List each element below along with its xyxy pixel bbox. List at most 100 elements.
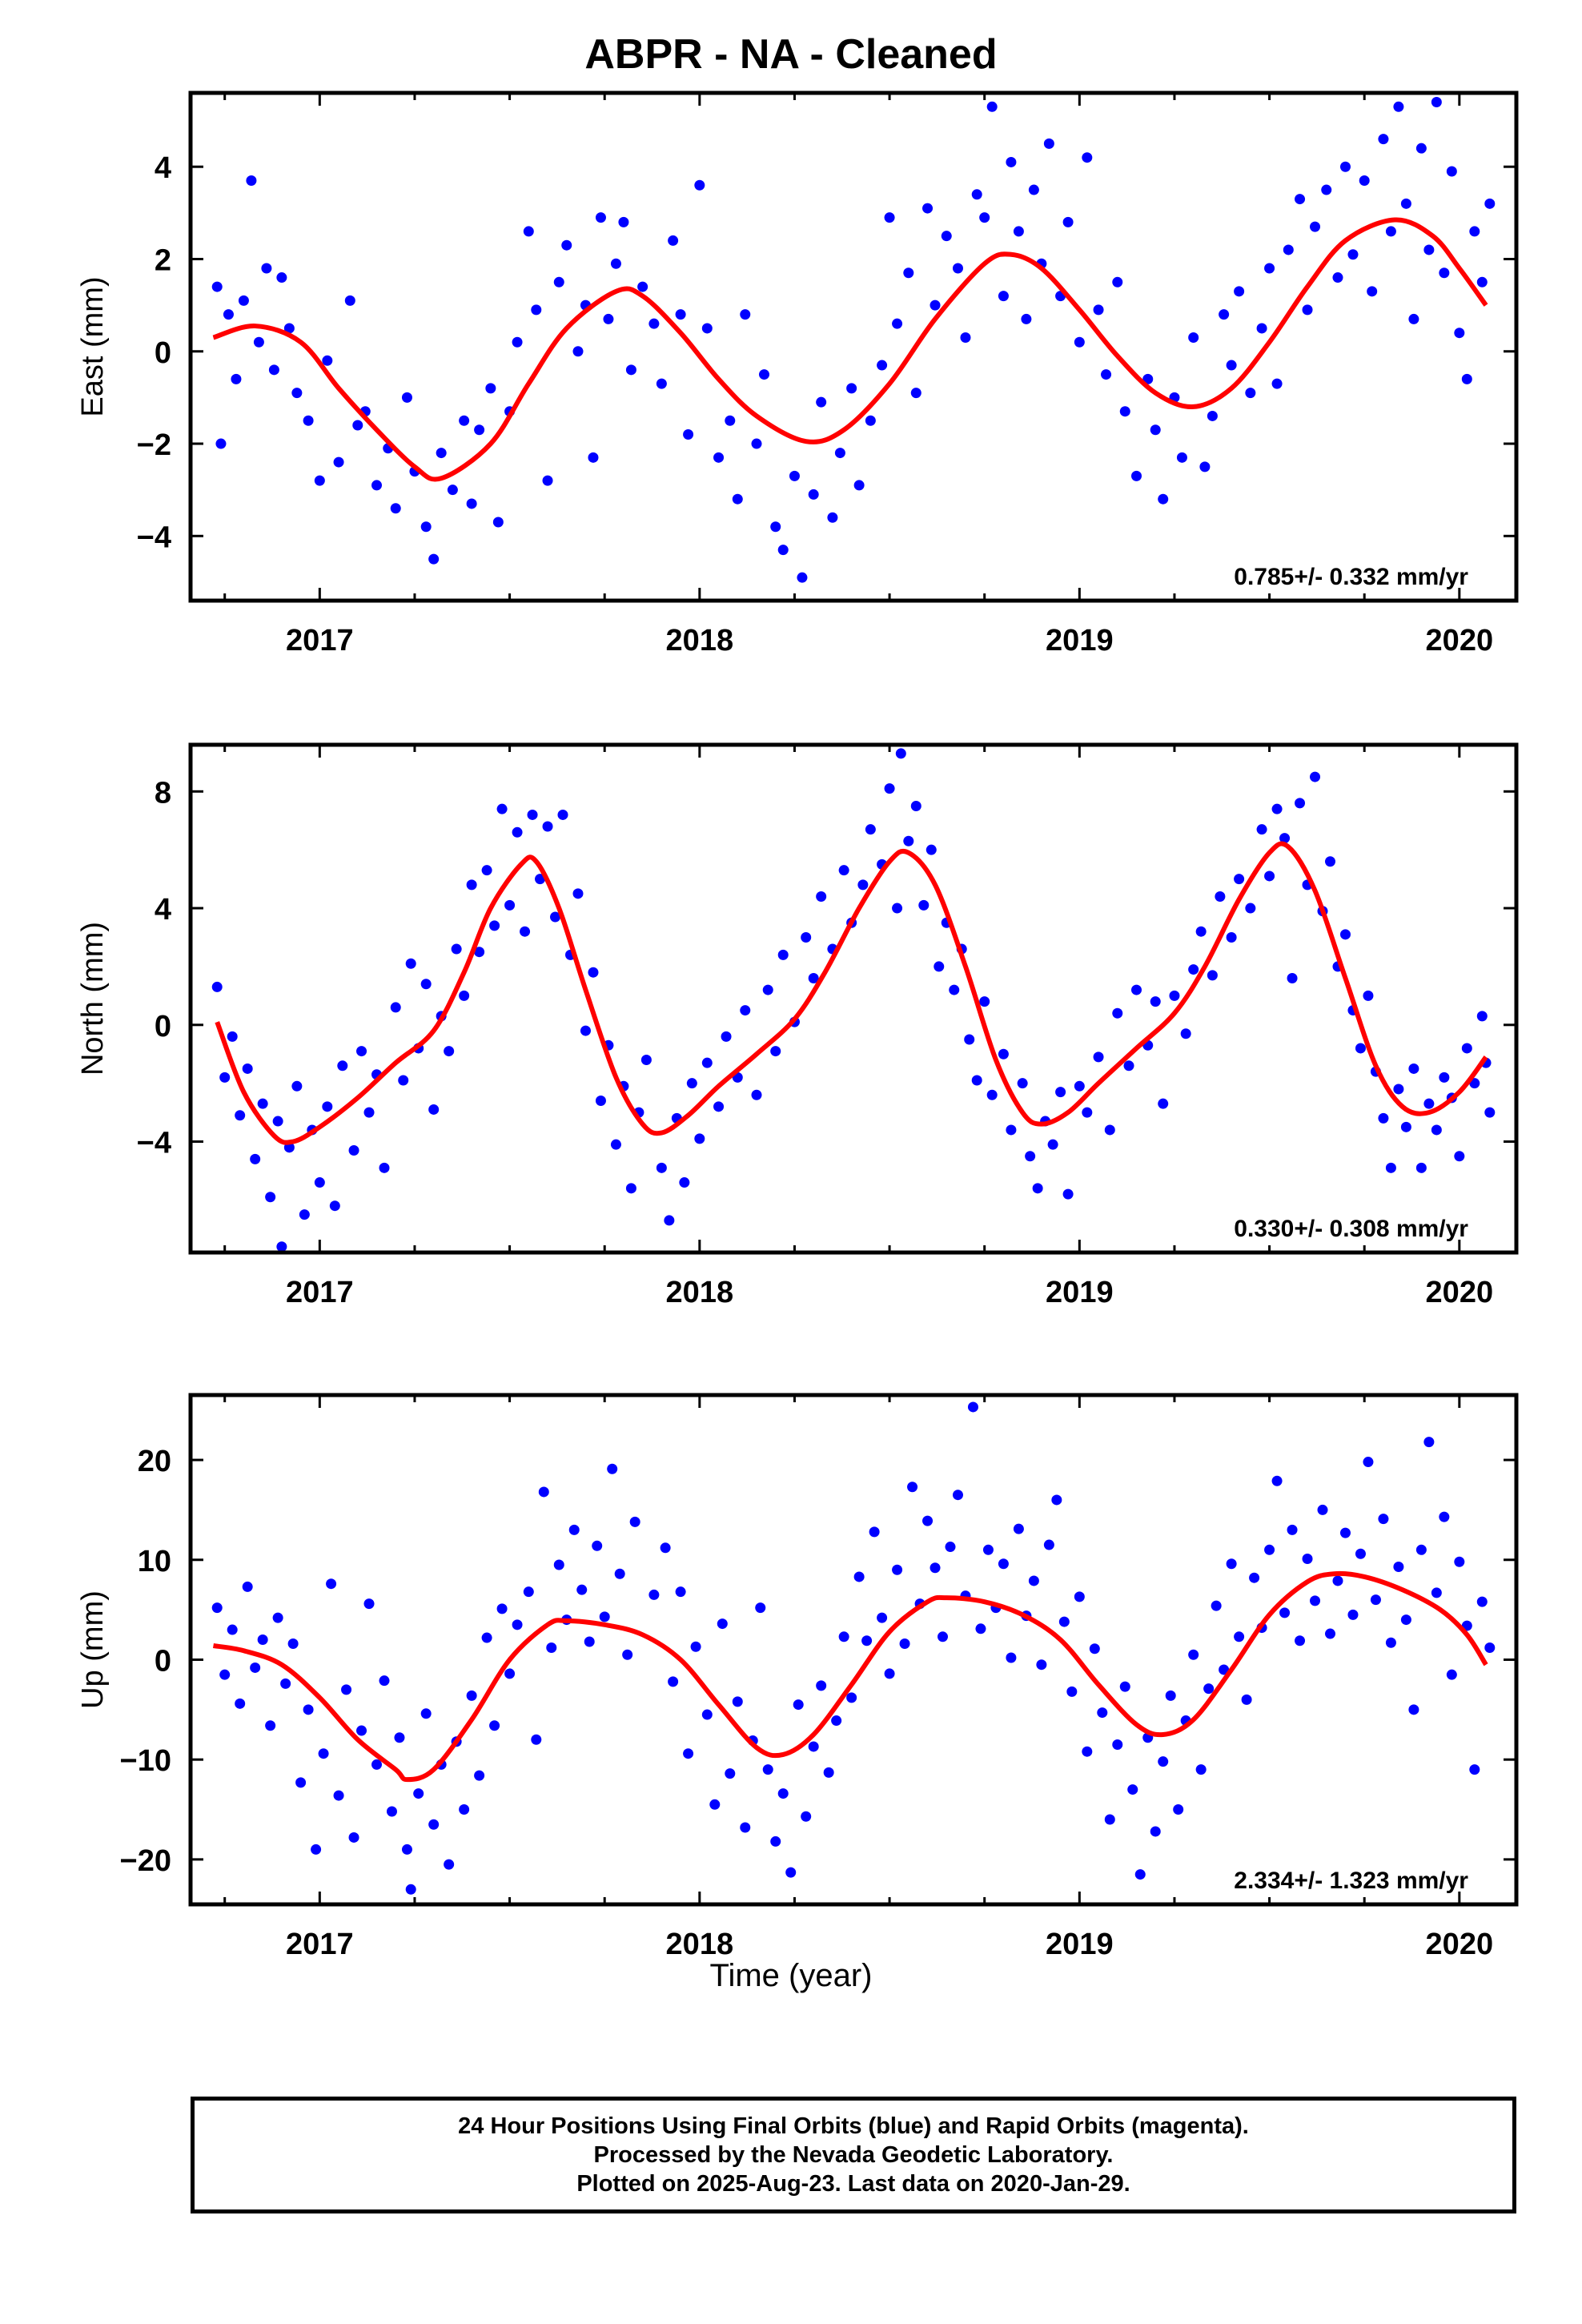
north-y-tick-label: −4	[137, 1127, 171, 1160]
up-data-point	[709, 1799, 721, 1810]
east-y-tick-label: −2	[137, 428, 171, 462]
north-data-point	[398, 1075, 409, 1086]
footer-caption-box: 24 Hour Positions Using Final Orbits (bl…	[191, 2097, 1516, 2213]
east-data-point	[930, 300, 941, 311]
north-data-point	[1047, 1139, 1058, 1150]
north-data-point	[884, 783, 895, 794]
up-data-point	[1324, 1628, 1335, 1639]
north-data-point	[664, 1215, 675, 1226]
north-data-point	[640, 1055, 652, 1066]
up-data-point	[732, 1696, 743, 1707]
east-data-point	[595, 212, 606, 223]
up-data-point	[1431, 1587, 1442, 1598]
up-data-point	[930, 1562, 941, 1574]
up-data-point	[607, 1463, 618, 1474]
up-data-point	[1476, 1596, 1488, 1607]
up-model-curve	[212, 1570, 1488, 1783]
north-data-point	[1431, 1124, 1442, 1136]
east-data-point	[816, 396, 827, 408]
north-data-point	[520, 926, 531, 937]
up-x-tick-label: 2018	[666, 1928, 734, 1961]
east-data-point	[910, 388, 921, 399]
up-data-point	[287, 1638, 299, 1650]
north-data-point	[1454, 1151, 1465, 1162]
up-data-point	[1279, 1607, 1291, 1618]
up-data-point	[496, 1603, 508, 1614]
up-data-point	[1089, 1643, 1100, 1655]
up-data-point	[1469, 1764, 1480, 1775]
east-y-tick-label: 2	[155, 243, 171, 277]
north-data-point	[542, 821, 553, 832]
up-data-point	[838, 1631, 849, 1642]
north-data-point	[550, 911, 561, 923]
east-data-point	[1150, 424, 1161, 436]
north-x-tick-label: 2017	[286, 1276, 354, 1309]
east-data-point	[1347, 249, 1359, 260]
east-data-point	[283, 323, 295, 334]
north-data-point	[1310, 771, 1321, 782]
up-data-point	[459, 1804, 470, 1815]
east-data-point	[1439, 267, 1450, 279]
north-data-point	[444, 1046, 455, 1057]
east-data-point	[371, 480, 383, 491]
north-data-point	[276, 1241, 287, 1252]
east-data-point	[713, 452, 725, 463]
up-data-point	[531, 1734, 542, 1745]
up-rate-label: 2.334+/- 1.323 mm/yr	[1234, 1868, 1468, 1894]
north-data-point	[986, 1089, 998, 1100]
east-data-point	[732, 493, 743, 505]
up-x-tick-label: 2019	[1046, 1928, 1114, 1961]
north-data-point	[979, 996, 990, 1007]
east-data-point	[1454, 328, 1465, 339]
east-data-point	[1431, 97, 1442, 108]
east-data-point	[1188, 332, 1199, 343]
up-data-point	[622, 1649, 633, 1660]
east-data-point	[941, 231, 952, 242]
east-data-point	[246, 175, 257, 187]
north-data-point	[466, 879, 477, 891]
east-data-point	[401, 392, 412, 403]
east-data-point	[656, 378, 667, 389]
east-plot-frame	[188, 90, 1519, 603]
north-data-point	[265, 1192, 276, 1203]
north-data-point	[910, 801, 921, 812]
east-data-point	[1158, 493, 1169, 505]
up-data-point	[356, 1725, 367, 1736]
up-data-point	[1446, 1669, 1457, 1680]
up-data-point	[785, 1867, 797, 1878]
east-data-point	[211, 281, 223, 292]
east-data-point	[618, 216, 629, 227]
up-data-point	[576, 1584, 588, 1595]
north-panel: 2017 2018 2019 2020 −4 0 4 8 North (mm) 0.330+/- …	[76, 742, 1519, 1309]
footer-line: Processed by the Nevada Geodetic Laborat…	[593, 2141, 1114, 2168]
east-data-point	[1469, 226, 1480, 237]
up-data-point	[242, 1581, 253, 1592]
north-data-point	[257, 1098, 268, 1109]
east-data-point	[1207, 410, 1218, 421]
north-data-point	[1158, 1098, 1169, 1109]
north-data-point	[1062, 1188, 1074, 1200]
east-data-point	[979, 212, 990, 223]
east-data-point	[1367, 286, 1378, 297]
east-data-point	[777, 545, 789, 556]
north-data-point	[740, 1005, 751, 1016]
east-data-point	[1321, 184, 1332, 195]
up-data-point	[420, 1708, 432, 1719]
east-data-point	[797, 572, 808, 583]
up-data-point	[1347, 1609, 1359, 1620]
north-data-point	[679, 1177, 690, 1188]
east-data-point	[542, 475, 553, 486]
east-y-tick-label: −4	[137, 521, 171, 554]
east-data-point	[492, 517, 504, 528]
north-data-point	[1093, 1051, 1104, 1063]
north-data-point	[1324, 856, 1335, 867]
north-data-point	[242, 1063, 253, 1074]
up-data-point	[1219, 1664, 1230, 1675]
east-data-point	[675, 309, 686, 320]
east-data-point	[625, 364, 636, 376]
east-data-point	[903, 267, 914, 279]
east-data-point	[1446, 166, 1457, 177]
east-data-point	[603, 313, 614, 324]
up-data-point	[568, 1524, 580, 1535]
north-data-point	[1264, 870, 1275, 882]
